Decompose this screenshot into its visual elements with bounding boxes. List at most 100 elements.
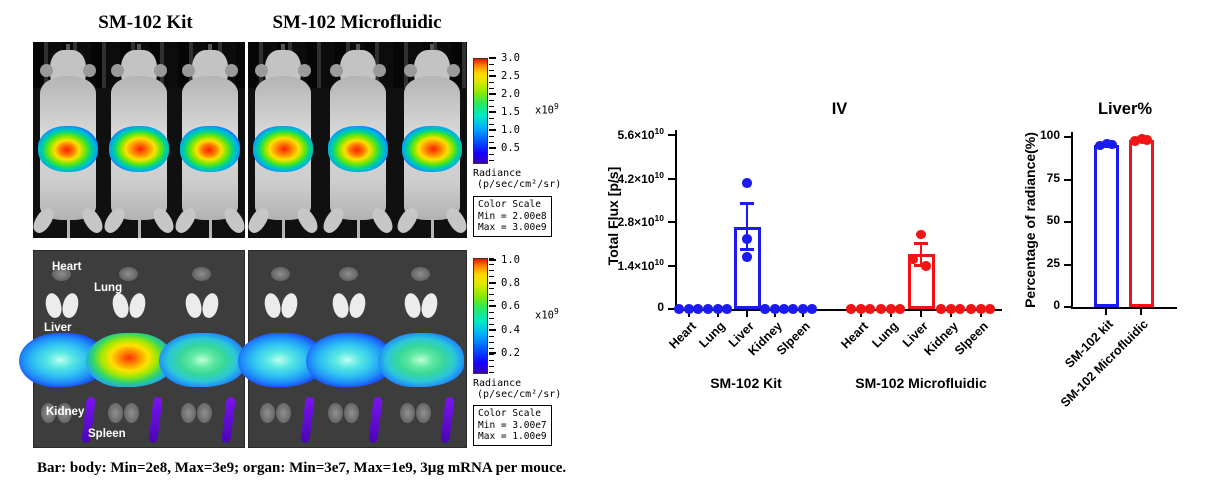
data-point (1102, 138, 1112, 149)
y-tick-mark (1064, 306, 1071, 308)
colorbar-tick (489, 147, 496, 149)
x-tick-mark (950, 311, 952, 317)
y-tick-label: 0 (657, 300, 664, 314)
color-scale-max: Max = 1.00e9 (478, 431, 547, 442)
lung-organ (402, 291, 440, 320)
error-bar-cap (740, 248, 754, 251)
colorbar-tick (489, 129, 496, 131)
body-colorbar-gradient (473, 58, 488, 164)
y-tick-label: 100 (1039, 128, 1060, 142)
data-point (693, 304, 703, 314)
y-axis-line (675, 130, 678, 311)
mouse-ear (40, 64, 53, 77)
y-tick-mark (1064, 178, 1071, 181)
color-scale-min: Min = 3.00e7 (478, 419, 547, 431)
data-point (1142, 135, 1152, 145)
data-point (921, 261, 931, 271)
error-bar-cap (914, 264, 928, 267)
radiance-units: (p/sec/cm²/sr) (477, 179, 562, 190)
colorbar-tick-label: 0.8 (501, 277, 520, 289)
colorbar-tick (489, 75, 496, 77)
chart-title: Liver% (1097, 100, 1153, 118)
x-tick-mark (774, 311, 776, 317)
mouse-ear (154, 64, 167, 77)
x-axis-line (1071, 307, 1177, 310)
color-scale-box: Color Scale Min = 2.00e8 Max = 3.00e9 (473, 196, 552, 237)
multiplier-exponent: 9 (553, 102, 559, 111)
liver-organ (159, 333, 245, 387)
y-tick-label: 4.2×1010 (617, 169, 664, 186)
y-tick-mark (668, 264, 675, 267)
organ-set (84, 251, 174, 447)
x-tick-mark (890, 311, 892, 317)
data-point (946, 304, 956, 314)
mouse-leg (220, 205, 245, 236)
heart-organ (52, 267, 71, 281)
color-scale-title: Color Scale (478, 199, 541, 210)
data-point (908, 254, 918, 265)
mouse-leg (78, 205, 107, 236)
x-tick-mark (980, 311, 982, 317)
multiplier-exponent: 9 (553, 307, 559, 316)
kidney-organs (108, 403, 142, 423)
y-tick-mark (1064, 221, 1071, 223)
kidney-organs (400, 403, 434, 423)
x-axis-line (675, 309, 1002, 312)
colorbar-tick-label: 1.0 (501, 124, 520, 136)
lung-organ (262, 291, 300, 320)
exponent: 10 (654, 213, 664, 223)
mouse-ear (329, 64, 343, 77)
bar-sm-102-kit (1093, 144, 1119, 307)
colorbar-multiplier: x109 (535, 307, 559, 322)
colorbar-tick-label: 0.6 (501, 300, 520, 312)
mouse-tail (356, 218, 360, 238)
colorbar-tick (489, 259, 496, 261)
mouse-ear (83, 64, 96, 77)
x-tick-mark (1140, 309, 1142, 315)
group-title-microfluidic: SM-102 Microfluidic (272, 12, 442, 33)
exponent: 10 (654, 256, 664, 267)
y-tick-label: 1.4×1010 (617, 256, 664, 273)
organ-colorbar: 1.0 0.8 0.6 0.4 0.2 x109 Radiance (p/sec… (473, 252, 583, 447)
mouse-ear (182, 64, 195, 77)
mouse-tail (67, 218, 70, 238)
colorbar-tick-label: 3.0 (501, 52, 520, 64)
colorbar-tick (489, 57, 496, 59)
organ-set (376, 251, 466, 447)
data-point (703, 304, 713, 314)
kidney-organs (328, 403, 362, 423)
colorbar-tick (489, 282, 496, 284)
data-point (760, 304, 770, 314)
mouse-ear (372, 64, 386, 77)
colorbar-tick (489, 111, 496, 113)
heart-organ (411, 267, 430, 281)
color-scale-max: Max = 3.00e9 (478, 222, 547, 233)
group-label: SM-102 Kit (710, 375, 782, 391)
data-point (1137, 134, 1147, 144)
figure-caption: Bar: body: Min=2e8, Max=3e9; organ: Min=… (37, 460, 567, 476)
y-tick-label: 75 (1046, 170, 1060, 185)
data-point (788, 304, 798, 314)
color-scale-box: Color Scale Min = 3.00e7 Max = 1.00e9 (473, 405, 552, 446)
y-tick-mark (668, 177, 675, 180)
luminescence-blob (38, 126, 98, 172)
colorbar-tick-label: 1.5 (501, 106, 520, 118)
mouse-ear (111, 64, 124, 77)
x-tick-mark (920, 311, 922, 317)
organ-colorbar-gradient (473, 258, 488, 374)
y-tick-mark (1064, 263, 1071, 266)
kidney-organs (181, 403, 215, 423)
heart-organ (339, 267, 358, 281)
liver-percent-chart: Liver% Percentage of radiance(%) 0 25 50 75 10… (1020, 95, 1214, 440)
mouse-tail (282, 218, 285, 238)
mouse-ear (404, 64, 417, 77)
x-tick-mark (746, 311, 748, 317)
data-point (742, 234, 752, 244)
mouse-ear (447, 64, 460, 77)
group-title-kit: SM-102 Kit (98, 12, 193, 33)
error-bar-line (745, 203, 749, 250)
data-point (966, 304, 976, 314)
exponent: 10 (654, 169, 664, 180)
liver-organ (306, 333, 392, 387)
multiplier-base: x10 (535, 309, 554, 322)
